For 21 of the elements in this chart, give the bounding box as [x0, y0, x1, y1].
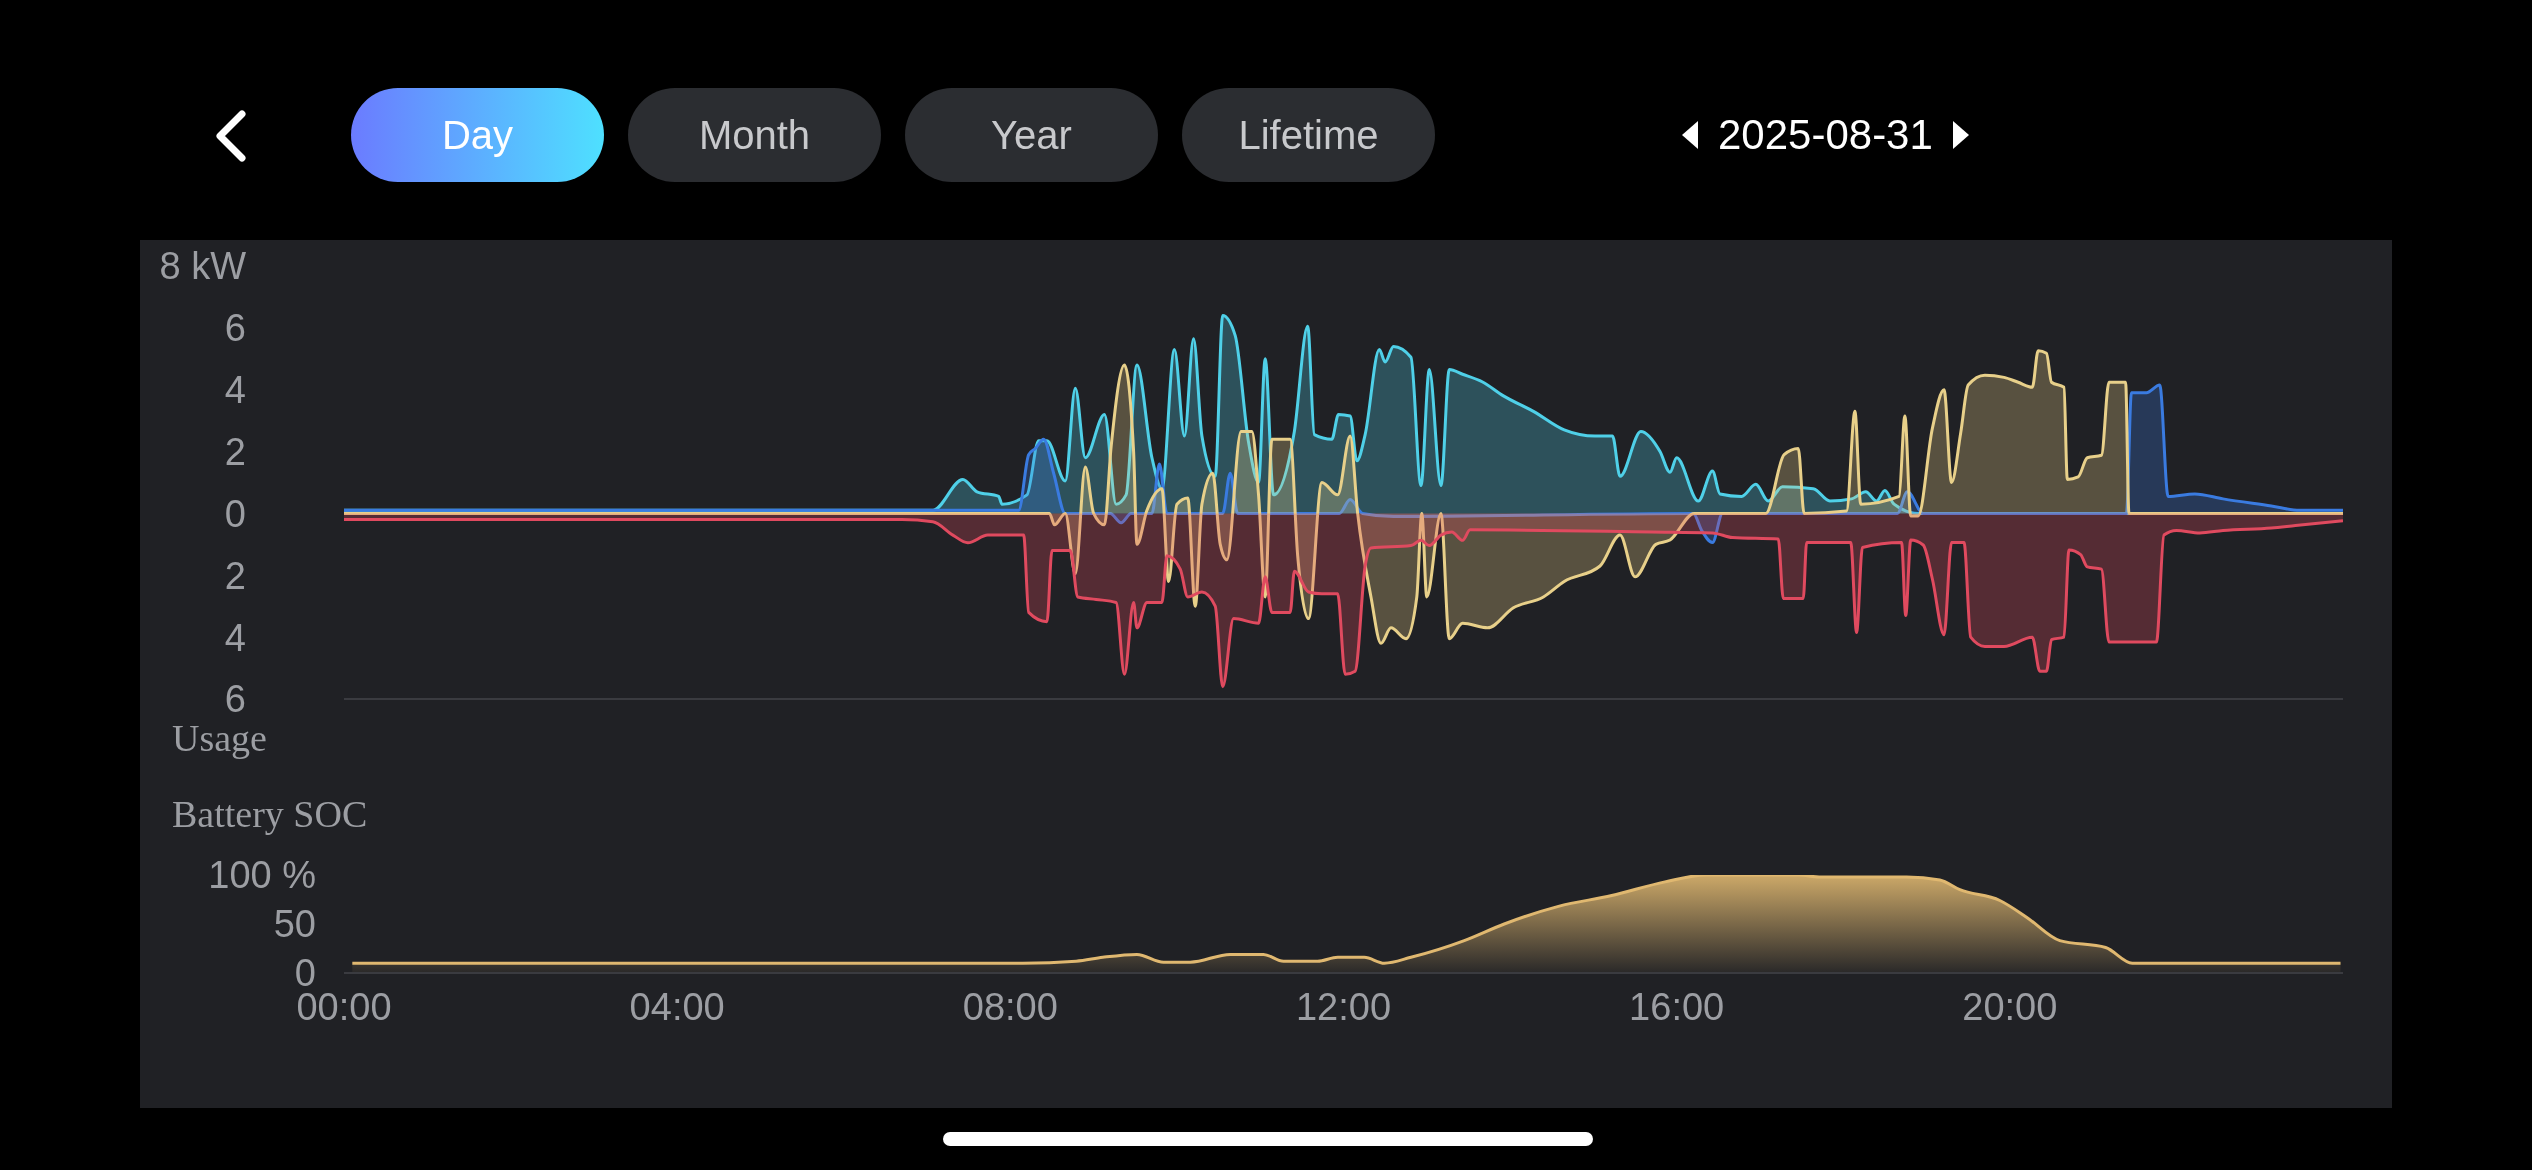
text: Year — [905, 88, 1158, 182]
x-tick-label: 12:00 — [1295, 985, 1392, 1028]
y-tick-label: 2 — [224, 431, 246, 474]
x-tick-label: 00:00 — [296, 985, 392, 1028]
x-tick-label: 08:00 — [962, 985, 1058, 1028]
chart-title: Battery SOC — [172, 792, 368, 836]
y-tick-label: 4 — [224, 369, 246, 412]
y-tick-label: 6 — [224, 307, 246, 350]
y-tick-label: 50 — [273, 903, 316, 946]
y-tick-label: 100 % — [208, 854, 316, 897]
text: Month — [628, 88, 881, 182]
y-tick-label: 0 — [224, 492, 246, 535]
text: 2025-08-31 — [1718, 111, 1933, 159]
text: Lifetime — [1182, 88, 1435, 182]
y-tick-label: 8 kW — [159, 245, 247, 288]
text: Day — [351, 88, 604, 182]
x-tick-label: 04:00 — [629, 985, 725, 1028]
y-tick-label: 4 — [224, 616, 246, 659]
y-tick-label: 2 — [224, 554, 246, 597]
x-tick-label: 16:00 — [1629, 985, 1725, 1028]
x-tick-label: 20:00 — [1962, 985, 2058, 1028]
